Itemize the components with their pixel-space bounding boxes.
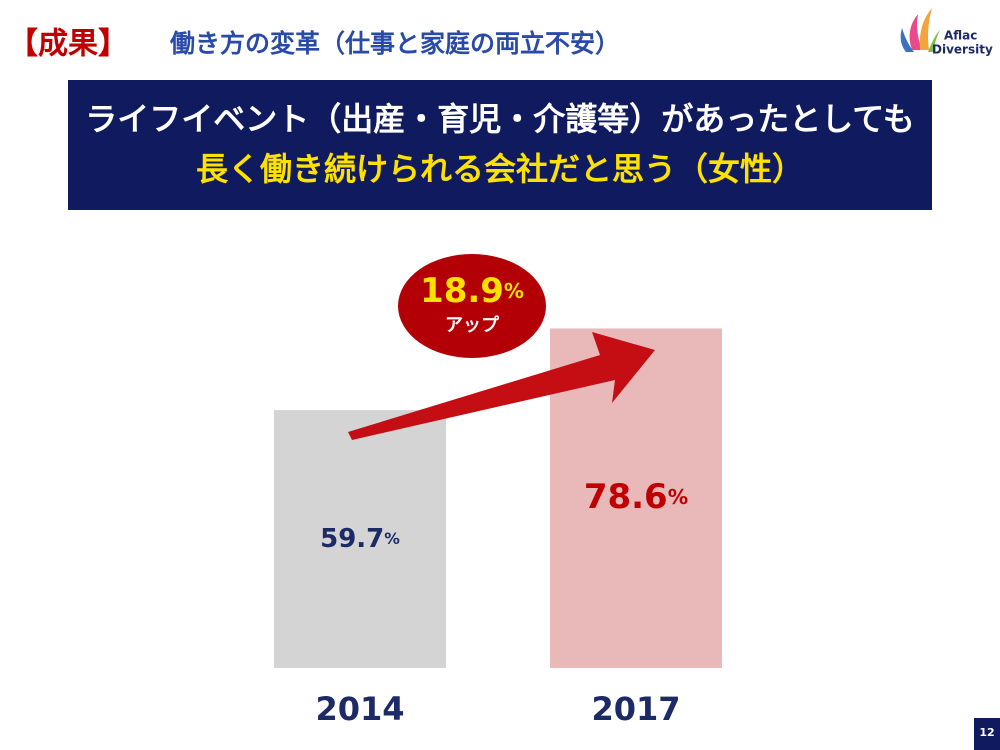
callout (398, 254, 546, 358)
banner-line: 長く働き続けられる会社だと思う（女性） (196, 150, 804, 188)
callout-value: 18.9% (420, 271, 524, 311)
header-title: 働き方の変革（仕事と家庭の両立不安） (169, 29, 620, 58)
chart: 59.7% 2014 78.6% 2017 18.9% アップ (274, 254, 722, 728)
banner (68, 80, 932, 210)
value-label: 59.7% (320, 524, 400, 554)
banner-line: ライフイベント（出産・育児・介護等）があったとしても (85, 100, 914, 138)
x-tick-label: 2014 (315, 690, 404, 728)
x-tick-label: 2017 (591, 690, 680, 728)
bar (274, 410, 446, 668)
callout-text: アップ (445, 314, 500, 336)
page-number-box (974, 718, 1000, 750)
page-number: 12 (979, 726, 994, 739)
value-label: 78.6% (584, 477, 688, 517)
arrow (348, 332, 655, 440)
logo-text: Diversity (932, 43, 993, 57)
logo: Aflac Diversity (900, 8, 993, 57)
logo-text: Aflac (944, 29, 977, 43)
header-tag: 【成果】 (8, 27, 128, 62)
